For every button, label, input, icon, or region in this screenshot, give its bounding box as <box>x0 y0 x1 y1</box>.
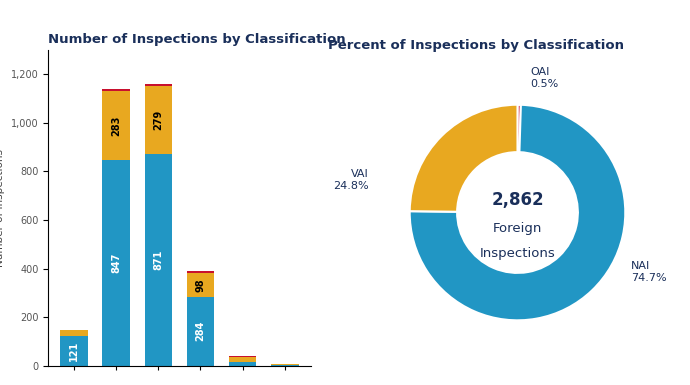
Text: 2,862: 2,862 <box>491 191 544 209</box>
Wedge shape <box>518 105 521 152</box>
Bar <box>60 330 88 336</box>
Wedge shape <box>410 105 625 320</box>
Bar <box>145 154 172 366</box>
Bar <box>187 297 214 366</box>
Bar <box>229 362 257 366</box>
Text: 847: 847 <box>111 253 121 273</box>
Text: Percent of Inspections by Classification: Percent of Inspections by Classification <box>328 39 624 52</box>
Y-axis label: Number of Inspections: Number of Inspections <box>0 149 6 267</box>
Bar <box>145 87 172 154</box>
Text: 121: 121 <box>69 341 79 361</box>
Wedge shape <box>410 105 518 212</box>
Bar <box>102 89 130 91</box>
Text: OAI
0.5%: OAI 0.5% <box>531 67 559 89</box>
Bar <box>271 365 299 366</box>
Text: VAI
24.8%: VAI 24.8% <box>333 169 368 191</box>
Bar <box>187 271 214 273</box>
Bar <box>102 91 130 160</box>
Text: Inspections: Inspections <box>480 247 555 260</box>
Text: 279: 279 <box>153 110 164 131</box>
Bar <box>271 364 299 365</box>
Bar <box>187 273 214 297</box>
Text: 871: 871 <box>153 250 164 270</box>
Bar <box>145 84 172 87</box>
Bar <box>102 160 130 366</box>
Text: Number of Inspections by Classification: Number of Inspections by Classification <box>48 33 346 46</box>
Text: 284: 284 <box>195 321 206 341</box>
Text: 283: 283 <box>111 116 121 136</box>
Bar <box>60 336 88 366</box>
Text: 98: 98 <box>195 278 206 292</box>
Bar <box>229 357 257 362</box>
Bar <box>229 356 257 357</box>
Text: NAI
74.7%: NAI 74.7% <box>631 261 667 283</box>
Text: Foreign: Foreign <box>493 222 542 235</box>
